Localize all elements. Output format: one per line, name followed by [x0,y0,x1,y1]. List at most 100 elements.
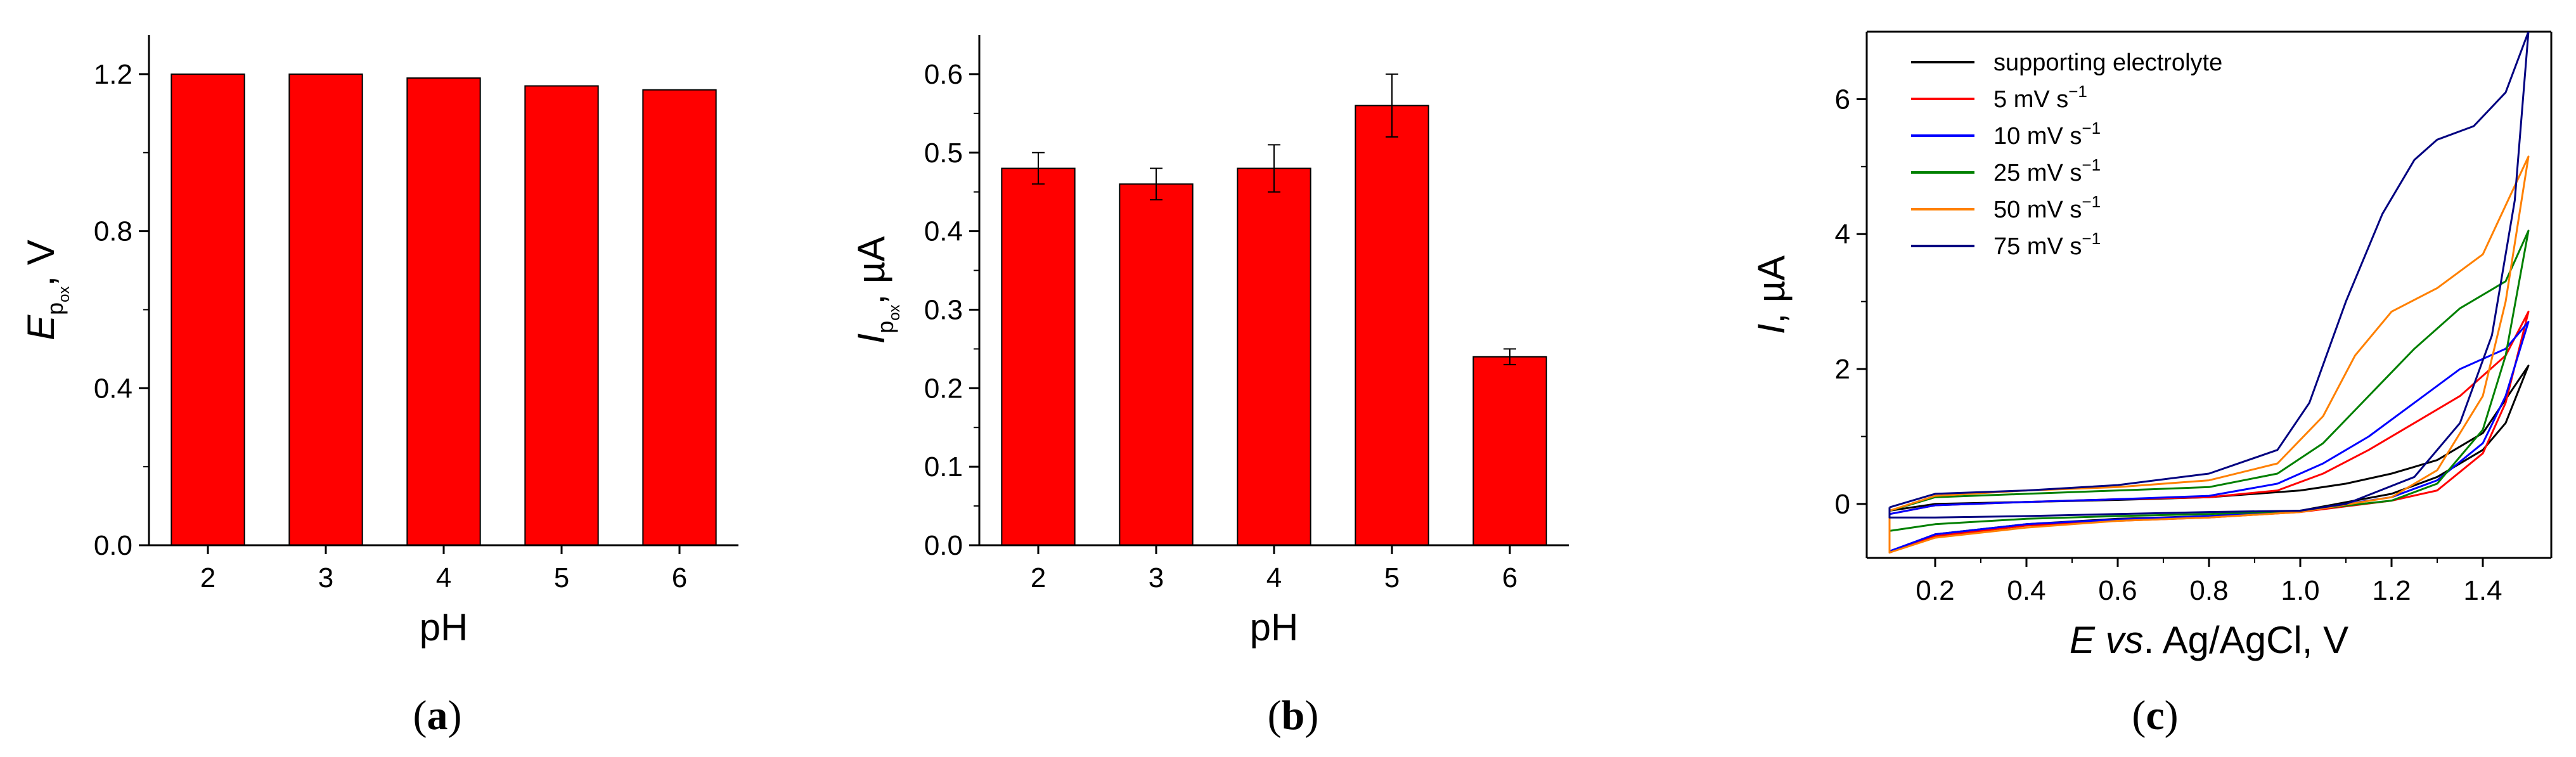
b-y-label-subscript: p [872,321,898,333]
c-caption: (c) [2132,692,2178,739]
c-caption-open: ( [2132,692,2146,739]
c-legend-exponent: −1 [2082,229,2101,248]
b-y-label-subsubscript: ox [886,304,903,320]
a-y-tick-label: 0.0 [94,530,132,561]
c-legend-label: 50 mV s−1 [1993,192,2101,223]
c-caption-close: ) [2165,692,2179,739]
c-legend-name: 50 mV s [1993,197,2082,223]
c-x-axis-label: E vs. Ag/AgCl, V [2070,619,2348,661]
a-y-label-subsubscript: ox [56,286,73,302]
a-x-axis-label: pH [420,606,468,649]
b-bar [1001,167,1076,546]
c-caption-letter: c [2146,692,2164,739]
a-x-tick-label: 3 [318,562,333,593]
c-series-line-3 [1888,230,2530,532]
c-x-label-space [2095,619,2106,661]
c-series-line-5 [1888,32,2530,519]
a-y-label-unit: , V [20,240,62,286]
b-caption-letter: b [1282,692,1305,739]
a-y-label-symbol: E [20,314,62,340]
c-y-tick-label: 6 [1835,84,1850,115]
b-y-tick-label: 0.1 [924,451,963,482]
a-x-tick-label: 4 [436,562,451,593]
c-y-tick-label: 0 [1835,489,1850,520]
c-legend-label: 5 mV s−1 [1993,82,2087,113]
b-x-tick-label: 4 [1266,562,1282,593]
a-x-tick-label: 2 [200,562,216,593]
b-x-tick-label: 2 [1031,562,1046,593]
c-legend-name: 5 mV s [1993,86,2068,113]
c-legend-exponent: −1 [2082,155,2101,174]
c-legend-name: supporting electrolyte [1993,49,2222,76]
c-legend-exponent: −1 [2068,82,2087,101]
c-legend-label: 10 mV s−1 [1993,119,2101,150]
c-legend-exponent: −1 [2082,119,2101,138]
a-bar [524,85,599,546]
a-caption: (a) [413,692,462,739]
b-caption: (b) [1268,692,1319,739]
b-y-label-symbol: I [850,333,892,344]
panel-a-bar-chart: 2 3 4 5 6 0.0 0.4 0.8 1.2 pH Epox, V (a) [20,35,738,739]
c-x-tick-label: 0.6 [2098,575,2137,606]
c-x-tick-label: 1.4 [2463,575,2502,606]
b-caption-open: ( [1268,692,1282,739]
b-x-axis-label: pH [1250,606,1299,649]
c-x-label-unit: . Ag/AgCl, V [2144,619,2349,661]
c-x-tick-label: 1.2 [2372,575,2411,606]
c-y-label-symbol: I [1750,324,1793,335]
b-y-tick-label: 0.6 [924,59,963,90]
a-caption-open: ( [413,692,427,739]
c-legend-exponent: −1 [2082,192,2101,211]
a-caption-letter: a [427,692,448,739]
c-x-tick-label: 0.4 [2007,575,2045,606]
c-legend-name: 75 mV s [1993,233,2082,260]
a-bar [406,77,481,547]
panel-c-line-chart: 0.2 0.4 0.6 0.8 1.0 1.2 1.4 0 2 4 6 supporting elec… [1750,30,2553,739]
c-x-label-vs: vs [2106,619,2144,661]
c-series-line-4 [1888,155,2530,553]
a-bar [288,73,363,546]
c-y-axis-label: I, µA [1750,256,1793,335]
b-bar [1119,183,1194,546]
c-legend-name: 25 mV s [1993,160,2082,186]
b-x-tick-label: 6 [1502,562,1517,593]
panel-b-bar-chart: 2 3 4 5 6 0.0 0.1 0.2 0.3 0.4 0.5 0.6 pH Ipox, µA (b) [850,35,1569,739]
b-x-tick-label: 5 [1384,562,1400,593]
a-y-tick-label: 1.2 [94,59,132,90]
c-x-tick-label: 1.0 [2281,575,2319,606]
b-y-tick-label: 0.2 [924,373,963,404]
b-bar [1355,105,1429,546]
c-series-line-0 [1888,365,2530,553]
a-y-label-subscript: p [42,302,68,315]
c-y-label-unit: , µA [1750,256,1793,324]
c-legend-label: 75 mV s−1 [1993,229,2101,260]
c-x-tick-label: 0.2 [1916,575,1954,606]
b-bar [1237,167,1311,546]
a-y-tick-label: 0.8 [94,216,132,247]
a-y-tick-label: 0.4 [94,373,132,404]
a-bar [642,89,717,546]
c-legend-name: 10 mV s [1993,123,2082,150]
c-curves [1888,32,2530,553]
a-x-tick-label: 6 [672,562,687,593]
b-x-tick-label: 3 [1149,562,1164,593]
b-caption-close: ) [1304,692,1318,739]
c-legend-label: supporting electrolyte [1993,49,2222,76]
c-y-tick-label: 2 [1835,354,1850,385]
c-x-tick-label: 0.8 [2189,575,2228,606]
b-y-axis-label: Ipox, µA [850,236,903,344]
b-y-tick-label: 0.0 [924,530,963,561]
a-y-axis-label: Epox, V [20,240,73,340]
c-x-label-symbol: E [2070,619,2096,661]
a-bar [171,73,245,546]
b-y-tick-label: 0.5 [924,138,963,169]
a-x-tick-label: 5 [554,562,569,593]
b-y-tick-label: 0.3 [924,294,963,325]
c-legend-label: 25 mV s−1 [1993,155,2101,186]
c-y-tick-label: 4 [1835,219,1850,250]
c-series-line-2 [1888,321,2530,552]
b-y-tick-label: 0.4 [924,216,963,247]
b-y-label-unit: , µA [850,236,892,305]
b-bar [1472,356,1547,546]
